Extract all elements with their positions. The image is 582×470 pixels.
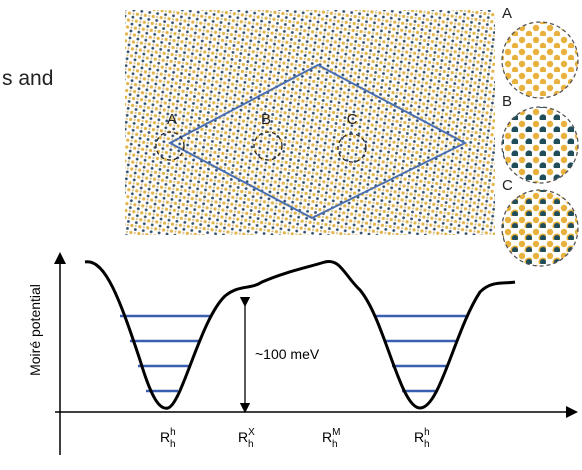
x-label-base: R (322, 429, 332, 445)
site-label: A (167, 111, 177, 128)
x-label-sub: h (332, 439, 338, 450)
side-text: s and (2, 67, 53, 90)
x-label: Rh h (160, 427, 176, 450)
x-label-sup: X (248, 427, 255, 438)
x-label: Rh h (414, 427, 430, 450)
inset (501, 21, 579, 99)
inset-label: C (502, 177, 513, 194)
x-label-sub: h (170, 439, 176, 450)
x-label-sub: h (424, 439, 430, 450)
x-label-base: R (414, 429, 424, 445)
x-label-sup: h (424, 427, 430, 438)
x-label-sup: h (170, 427, 176, 438)
x-label: RM h (322, 427, 340, 450)
x-label: RX h (238, 427, 255, 450)
inset (501, 189, 579, 267)
y-label: Moiré potential (27, 284, 43, 376)
lattice (125, 10, 495, 235)
inset-label: A (502, 5, 512, 22)
site-label: B (261, 111, 271, 128)
x-label-base: R (238, 429, 248, 445)
inset (501, 106, 579, 184)
annotation: ~100 meV (255, 346, 320, 362)
x-label-base: R (160, 429, 170, 445)
inset-label: B (502, 93, 512, 110)
potential-curve (84, 259, 516, 410)
moire-cell (167, 63, 468, 220)
sites (155, 131, 367, 163)
site-label: C (347, 111, 358, 128)
x-label-sup: M (332, 427, 340, 438)
x-label-sub: h (248, 439, 254, 450)
